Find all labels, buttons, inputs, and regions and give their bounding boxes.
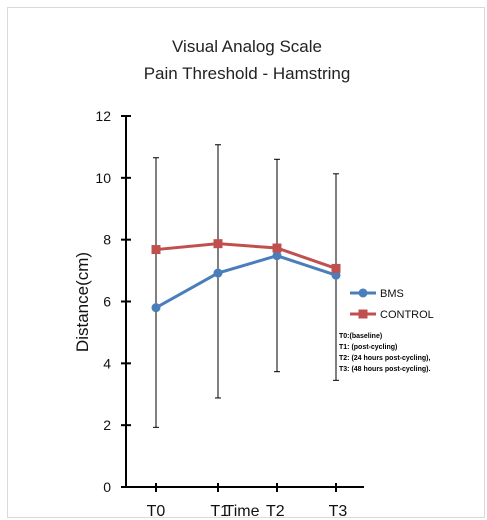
- legend-marker: [358, 309, 368, 319]
- y-tick-label: 8: [103, 232, 111, 248]
- data-point-bms: [272, 251, 282, 261]
- note-line: T0:(baseline): [339, 333, 382, 340]
- y-tick-label: 12: [95, 108, 111, 124]
- chart-subtitle: Pain Threshold - Hamstring: [144, 64, 351, 83]
- data-point-bms: [331, 270, 341, 280]
- note-line: T3: (48 hours post-cycling).: [339, 366, 430, 373]
- x-tick-label: T3: [329, 503, 348, 520]
- legend: BMS CONTROL: [350, 288, 434, 321]
- data-point-bms: [151, 303, 161, 313]
- legend-label: BMS: [380, 288, 404, 300]
- y-tick-label: 6: [103, 294, 111, 310]
- data-point-control: [331, 263, 341, 273]
- chart-title: Visual Analog Scale: [172, 37, 322, 56]
- axes: 0 2 4 6 8 10 12 T0 T1 T2 T3: [95, 108, 364, 520]
- chart-frame: [7, 7, 485, 518]
- x-tick-label: T0: [147, 503, 166, 520]
- error-bars: [153, 144, 339, 428]
- data-point-control: [213, 239, 223, 249]
- y-tick-label: 4: [103, 355, 111, 371]
- data-point-control: [151, 245, 161, 255]
- y-tick-label: 2: [103, 417, 111, 433]
- x-tick-label: T1: [210, 503, 229, 520]
- x-axis-label: Time: [225, 503, 260, 520]
- y-axis-label: Distance(cm): [73, 252, 92, 352]
- series-line-bms: [155, 254, 337, 309]
- y-tick-label: 0: [103, 479, 111, 495]
- data-point-bms: [213, 268, 223, 278]
- legend-marker: [358, 288, 368, 298]
- note-line: T1: (post-cycling): [339, 344, 397, 351]
- series-lines: [155, 242, 337, 309]
- series-markers: [151, 239, 341, 313]
- legend-label: CONTROL: [380, 309, 434, 321]
- note-line: T2: (24 hours post-cycling),: [339, 355, 430, 362]
- data-point-control: [272, 243, 282, 253]
- series-line-control: [155, 242, 337, 270]
- y-tick-label: 10: [95, 170, 111, 186]
- time-point-notes: T0:(baseline) T1: (post-cycling) T2: (24 h…: [339, 333, 430, 373]
- x-tick-label: T2: [266, 503, 285, 520]
